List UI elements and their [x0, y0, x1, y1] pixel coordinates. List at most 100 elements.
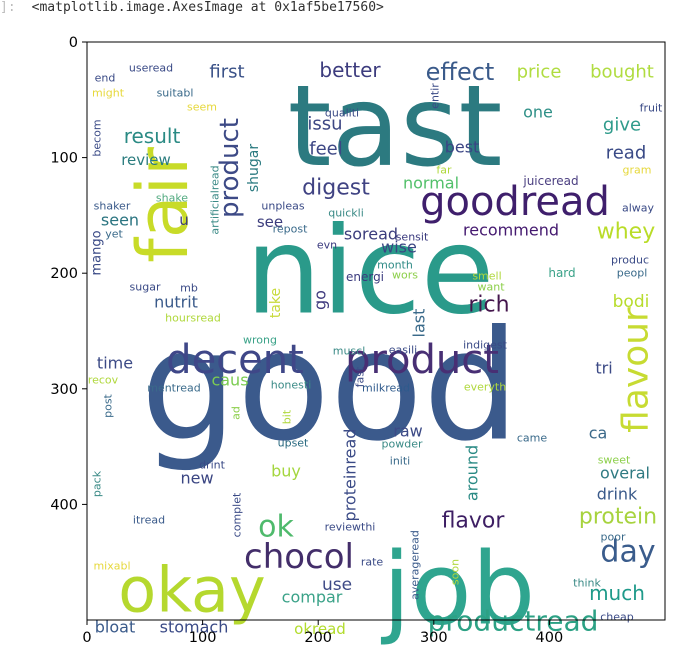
word-peopl: peopl [617, 267, 648, 280]
word-hoursread: hoursread [165, 312, 221, 325]
x-tick-label: 200 [304, 630, 332, 646]
word-becom: becom [91, 119, 104, 156]
word-bodi: bodi [613, 292, 650, 312]
word-mixabl: mixabl [93, 560, 130, 573]
word-drink: drink [597, 485, 638, 504]
x-tick-label: 400 [536, 630, 564, 646]
word-milkread: milkread [362, 382, 410, 395]
word-alway: alway [622, 202, 655, 215]
word-give: give [603, 115, 641, 136]
word-ok: ok [258, 510, 294, 545]
word-day: day [600, 535, 655, 570]
word-ca: ca [589, 424, 608, 443]
word-reviewthi: reviewthi [325, 521, 376, 534]
word-repost: repost [273, 223, 308, 236]
word-productread: productread [428, 605, 599, 638]
word-around: around [463, 445, 482, 501]
word-see: see [257, 213, 283, 231]
word-digest: digest [302, 176, 370, 201]
word-rich: rich [468, 293, 509, 318]
word-product: product [345, 337, 499, 383]
word-shugar: shugar [246, 144, 262, 193]
word-recommend: recommend [463, 221, 559, 240]
word-new: new [180, 469, 213, 488]
word-caus: caus [211, 371, 248, 390]
word-artificialread: artificialread [209, 165, 222, 234]
word-whey: whey [597, 220, 656, 245]
word-might: might [92, 87, 125, 100]
word-unpleas: unpleas [261, 200, 304, 213]
y-axis-ticks: 0 100 200 300 400 [50, 35, 87, 513]
word-end: end [95, 72, 116, 85]
word-nice: nice [245, 203, 494, 342]
word-yet: yet [105, 228, 123, 241]
word-month: month [377, 259, 413, 272]
y-tick-label: 0 [69, 35, 78, 51]
x-tick-label: 300 [420, 630, 448, 646]
word-cheap: cheap [600, 611, 634, 624]
x-axis-ticks: 0 100 200 300 400 [82, 620, 563, 646]
word-gram: gram [623, 164, 652, 177]
word-price: price [517, 62, 562, 83]
word-produc: produc [611, 254, 649, 267]
word-muscl: muscl [333, 345, 366, 358]
word-seen: seen [101, 211, 139, 230]
word-averageread: averageread [409, 530, 422, 600]
word-soon: soon [449, 559, 462, 585]
x-tick-label: 100 [189, 630, 217, 646]
word-entir: entir [429, 83, 442, 109]
y-tick-label: 400 [50, 497, 78, 513]
word-useread: useread [129, 62, 173, 75]
word-everyth: everyth [464, 381, 506, 394]
word-feel: feel [309, 139, 343, 160]
word-rate: rate [361, 556, 384, 569]
word-review: review [121, 151, 171, 169]
word-fruit: fruit [640, 102, 663, 115]
word-read: read [606, 143, 647, 164]
word-think: think [573, 577, 601, 590]
word-powder: powder [382, 438, 423, 451]
word-chocol: chocol [244, 537, 354, 577]
word-compar: compar [282, 588, 343, 607]
word-result: result [124, 124, 181, 148]
word-shaker: shaker [94, 200, 131, 213]
word-evn: evn [317, 239, 337, 252]
word-take: take [268, 288, 284, 318]
word-good: good [141, 298, 520, 475]
word-mentread: mentread [147, 382, 201, 395]
word-bloat: bloat [95, 618, 135, 637]
word-normal: normal [403, 174, 459, 193]
axes-background [87, 42, 665, 620]
word-itread: itread [133, 514, 165, 527]
word-first: first [209, 62, 244, 83]
word-suitabl: suitabl [157, 87, 194, 100]
word-bit: bit [281, 409, 294, 424]
word-tri: tri [595, 359, 612, 378]
word-overal: overal [600, 464, 650, 483]
word-u: u [179, 211, 189, 229]
word-initi: initi [390, 455, 410, 468]
axes-frame [86, 41, 666, 621]
word-drint: drint [199, 459, 226, 472]
word-mb: mb [180, 282, 198, 295]
word-better: better [319, 58, 381, 82]
word-go: go [311, 290, 330, 310]
word-sweet: sweet [598, 454, 631, 467]
word-tast: tast [288, 62, 503, 192]
word-poor: poor [601, 531, 626, 544]
y-tick-label: 100 [50, 151, 78, 167]
word-ad: ad [230, 406, 243, 420]
word-buy: buy [271, 462, 301, 481]
word-okread: okread [294, 620, 346, 638]
word-indigest: indigest [463, 339, 508, 352]
word-upset: upset [278, 437, 309, 450]
word-easili: easili [389, 344, 417, 357]
word-job: job [381, 531, 535, 648]
word-issu: issu [307, 114, 342, 135]
word-mango: mango [90, 230, 105, 275]
word-time: time [97, 354, 133, 373]
word-soread: soread [344, 225, 398, 244]
word-flavor: flavor [442, 509, 506, 534]
